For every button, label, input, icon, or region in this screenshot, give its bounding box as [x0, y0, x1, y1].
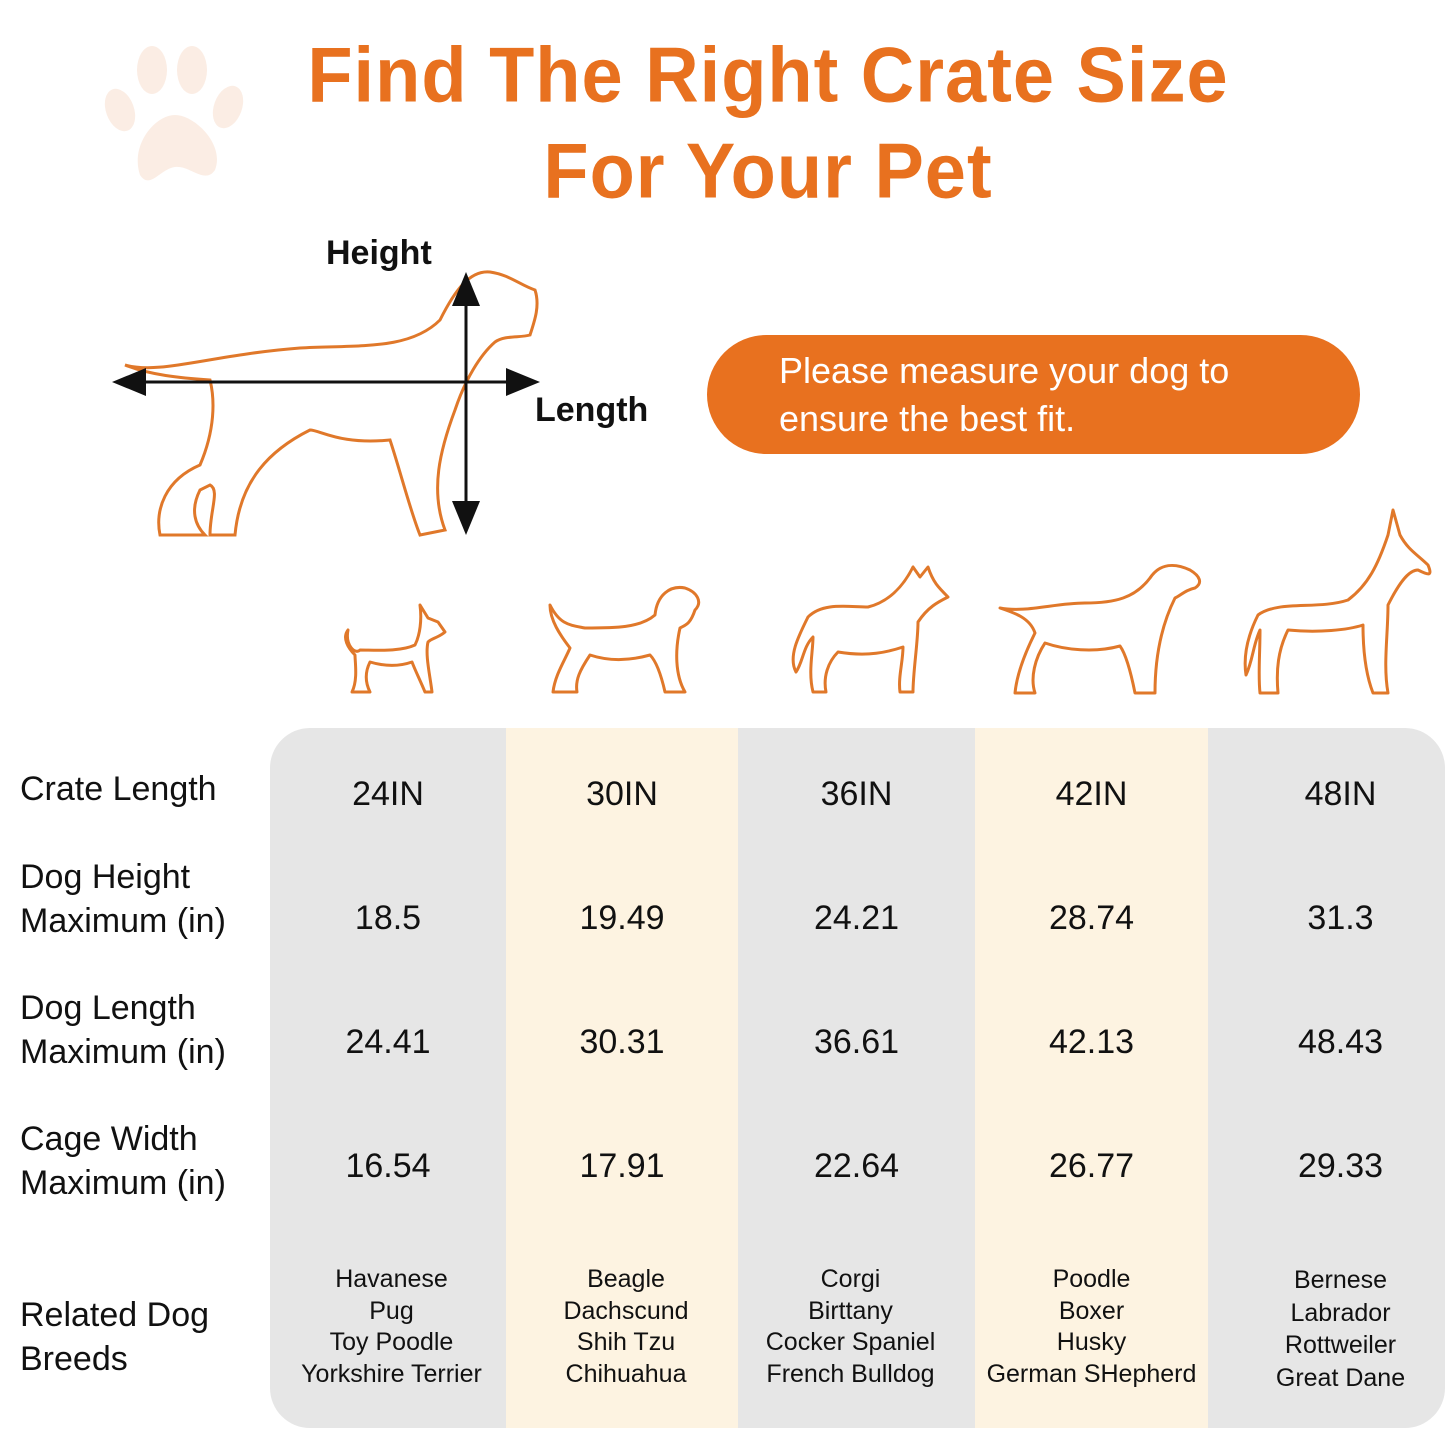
- breeds-cell: Havanese Pug Toy Poodle Yorkshire Terrie…: [277, 1264, 506, 1390]
- husky-icon: [791, 565, 950, 694]
- height-label: Height: [326, 234, 432, 272]
- dog-height-cell: 18.5: [354, 899, 422, 937]
- row-label-breeds: Related Dog Breeds: [20, 1293, 209, 1381]
- crate-length-cell: 30IN: [586, 775, 658, 813]
- arrow-right-icon: [506, 368, 540, 396]
- row-label-line: Dog Height: [20, 858, 191, 896]
- breed: Yorkshire Terrier: [301, 1359, 482, 1388]
- breed: Bernese: [1293, 1266, 1388, 1294]
- breed: Great Dane: [1275, 1363, 1406, 1392]
- breed: Toy Poodle: [329, 1328, 454, 1356]
- size-table: 24IN 18.5 24.41 16.54 Havanese Pug Toy P…: [270, 728, 1445, 1428]
- breed: German SHepherd: [986, 1359, 1197, 1388]
- size-column-36in: 36IN 24.21 36.61 22.64 Corgi Birttany Co…: [738, 728, 975, 1428]
- cage-width-cell: 26.77: [1048, 1147, 1135, 1185]
- breed: Havanese: [335, 1265, 448, 1293]
- chihuahua-icon: [344, 603, 447, 694]
- crate-length-cell: 42IN: [1055, 775, 1128, 813]
- crate-length-cell: 36IN: [820, 775, 893, 813]
- dog-length-cell: 42.13: [1048, 1023, 1135, 1061]
- breed: Shih Tzu: [576, 1328, 676, 1356]
- notice-line-2: ensure the best fit.: [779, 398, 1076, 439]
- row-label-dog-height: Dog Height Maximum (in): [20, 855, 226, 943]
- size-column-24in: 24IN 18.5 24.41 16.54 Havanese Pug Toy P…: [270, 728, 506, 1428]
- title-line-2: For Your Pet: [543, 126, 993, 215]
- dog-length-cell: 36.61: [813, 1023, 900, 1061]
- title-line-1: Find The Right Crate Size: [307, 30, 1229, 119]
- dog-length-cell: 30.31: [579, 1023, 665, 1061]
- dog-height-cell: 31.3: [1307, 899, 1374, 937]
- row-label-cage-width: Cage Width Maximum (in): [20, 1117, 226, 1205]
- row-label-line: Dog Length: [20, 989, 196, 1027]
- breed: Dachscund: [563, 1296, 689, 1325]
- breed: Rottweiler: [1284, 1331, 1397, 1359]
- measure-notice-banner: Please measure your dog to ensure the be…: [707, 335, 1360, 454]
- notice-line-1: Please measure your dog to: [779, 350, 1230, 391]
- breed: Pug: [369, 1296, 414, 1325]
- row-label-line: Breeds: [20, 1340, 128, 1378]
- beagle-icon: [548, 585, 701, 694]
- breed: Boxer: [1058, 1296, 1125, 1325]
- crate-length-cell: 48IN: [1304, 775, 1377, 813]
- breed: Husky: [1056, 1328, 1127, 1356]
- breed: Chihuahua: [565, 1359, 687, 1388]
- breed: Labrador: [1290, 1298, 1391, 1327]
- row-label-crate-length: Crate Length: [20, 770, 217, 808]
- size-column-48in: 48IN 31.3 48.43 29.33 Bernese Labrador R…: [1208, 728, 1445, 1428]
- breed: French Bulldog: [766, 1359, 935, 1388]
- breed: Corgi: [820, 1265, 881, 1293]
- row-label-line: Related Dog: [20, 1296, 210, 1334]
- row-label-line: Cage Width: [20, 1120, 198, 1158]
- breed: Birttany: [808, 1296, 893, 1325]
- breeds-cell: Corgi Birttany Cocker Spaniel French Bul…: [738, 1264, 963, 1390]
- breeds-cell: Poodle Boxer Husky German SHepherd: [975, 1264, 1208, 1390]
- row-label-line: Maximum (in): [20, 1033, 226, 1071]
- breeds-cell: Bernese Labrador Rottweiler Great Dane: [1236, 1264, 1445, 1394]
- size-column-30in: 30IN 19.49 30.31 17.91 Beagle Dachscund …: [506, 728, 738, 1428]
- breed: Beagle: [587, 1265, 665, 1293]
- cage-width-cell: 29.33: [1297, 1147, 1384, 1185]
- cage-width-cell: 16.54: [345, 1147, 431, 1185]
- paw-watermark-icon: [104, 46, 244, 181]
- cage-width-cell: 22.64: [813, 1147, 900, 1185]
- row-label-line: Maximum (in): [20, 902, 226, 940]
- dog-length-cell: 24.41: [345, 1023, 431, 1061]
- breed: Cocker Spaniel: [765, 1328, 936, 1356]
- arrow-down-icon: [452, 501, 480, 535]
- arrow-left-icon: [112, 368, 146, 396]
- crate-length-cell: 24IN: [352, 775, 424, 813]
- size-column-42in: 42IN 28.74 42.13 26.77 Poodle Boxer Husk…: [975, 728, 1208, 1428]
- breeds-cell: Beagle Dachscund Shih Tzu Chihuahua: [514, 1264, 738, 1390]
- cage-width-cell: 17.91: [579, 1147, 665, 1185]
- dog-measurement-diagram: [112, 270, 540, 537]
- row-label-dog-length: Dog Length Maximum (in): [20, 986, 226, 1074]
- dog-length-cell: 48.43: [1297, 1023, 1384, 1061]
- length-label: Length: [535, 391, 649, 429]
- dog-height-cell: 24.21: [813, 899, 900, 937]
- dog-height-cell: 19.49: [579, 899, 665, 937]
- dog-outline: [124, 270, 539, 537]
- breed: Poodle: [1052, 1265, 1131, 1293]
- great-dane-icon: [1243, 508, 1432, 695]
- dog-height-cell: 28.74: [1048, 899, 1135, 937]
- labrador-icon: [998, 564, 1202, 695]
- row-label-line: Maximum (in): [20, 1164, 226, 1202]
- arrow-up-icon: [452, 272, 480, 306]
